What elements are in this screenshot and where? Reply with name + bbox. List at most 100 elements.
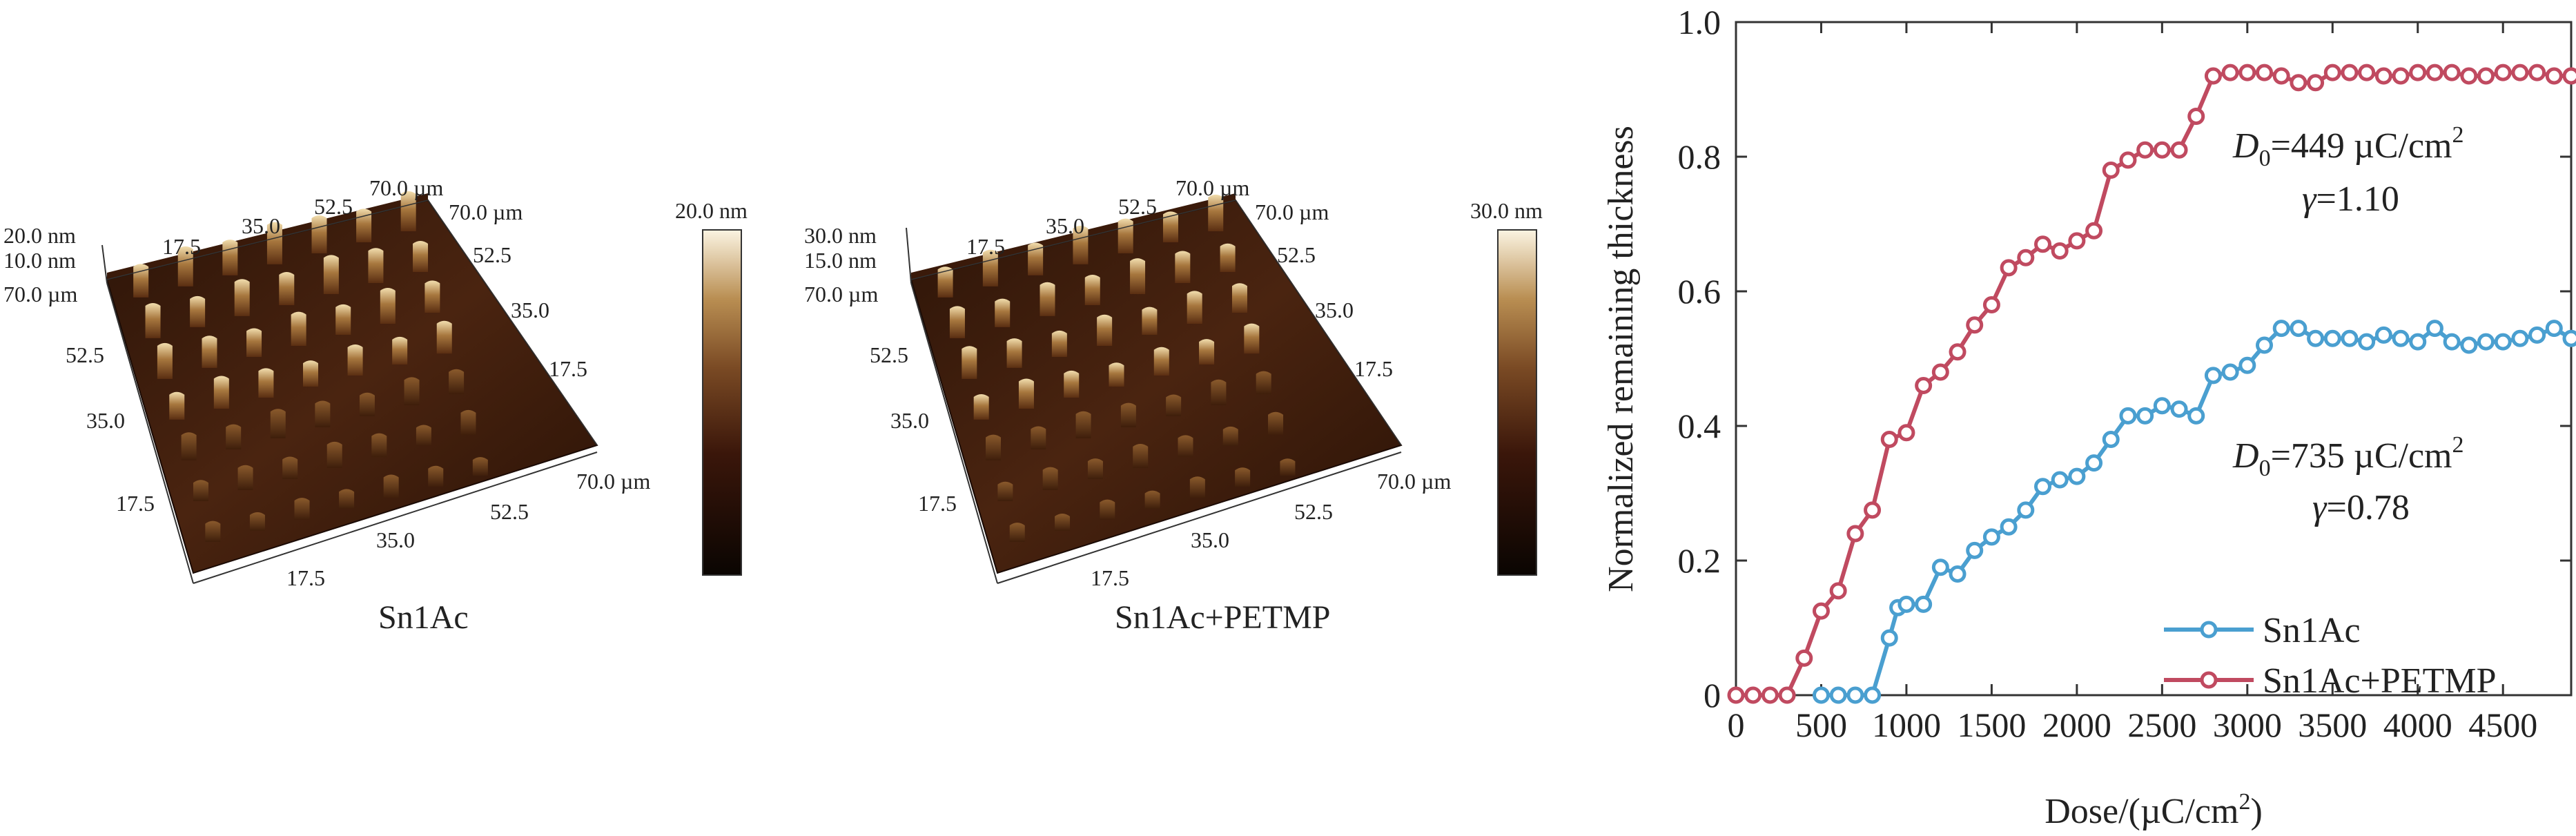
afm-pillar [1189,476,1205,498]
afm-pillar [193,480,208,501]
afm-pillar [380,288,396,324]
afm-z-mid-label: 10.0 nm [3,248,76,273]
data-point [2341,329,2359,347]
afm-x-tick: 17.5 [286,565,325,590]
afm-pillar [460,409,476,436]
data-point [2358,64,2376,81]
y-tick-label: 0.8 [1678,137,1721,176]
data-point [1864,501,1882,519]
afm-pillar [1166,394,1182,417]
afm-pillar [303,360,318,387]
afm-pillar [1042,467,1058,490]
afm-pillar [1120,402,1136,428]
afm-left-axis [106,282,194,584]
data-point [2545,320,2563,338]
series-line [1821,326,2573,697]
y-tick-label: 0.4 [1678,407,1721,445]
x-axis-label-end: ) [2250,792,2262,831]
afm-pillar [472,457,488,476]
data-point [2323,64,2341,81]
data-point [2051,471,2069,489]
afm-pillar [413,241,429,273]
dose-thickness-chart: 0 0.2 0.4 0.6 0.8 1.0 0 500 1000 1500 2000 2500 300… [1601,3,2576,831]
colorbar-max-label: 30.0 nm [1470,198,1543,223]
data-point [2221,363,2239,381]
afm-pillar [237,465,253,490]
y-tick-label: 1.0 [1678,3,1721,41]
x-tick-label: 500 [1795,706,1847,744]
data-point [1915,377,1933,394]
series-sn1ac-petmp [1727,64,2576,704]
afm-pillar [177,246,193,286]
afm-pillar [1187,291,1202,324]
x-tick-label: 1000 [1872,706,1941,744]
afm-pillar [1222,426,1238,447]
afm-y-tick: 35.0 [890,408,929,433]
data-point [2238,64,2256,81]
afm-pillar [1118,218,1133,253]
data-point [1744,686,1762,704]
afm-caption: Sn1Ac+PETMP [1115,599,1330,636]
legend: Sn1Ac Sn1Ac+PETMP [2164,611,2496,701]
d0-value: =449 µC/cm [2271,126,2452,166]
legend-label-petmp: Sn1Ac+PETMP [2263,661,2496,701]
data-point [2102,431,2120,448]
afm-pillar [1051,330,1067,357]
afm-pillar [347,344,363,376]
afm-z-top-label: 30.0 nm [804,223,877,248]
afm-bottom-axis [997,451,1402,584]
afm-pillar [449,369,465,395]
afm-pillars [133,191,488,542]
data-point [2085,222,2103,240]
x-tick-label: 0 [1728,706,1745,744]
gamma-value: =0.78 [2327,488,2410,527]
afm-pillar [371,433,387,458]
afm-pillar [145,303,161,338]
data-point [2307,74,2325,92]
afm-right-axis [1235,200,1402,446]
afm-pillar [404,377,420,406]
data-point [1966,541,1984,559]
afm-pillar [205,521,221,542]
afm-pillar [266,222,282,264]
y-axis-ticks: 0 0.2 0.4 0.6 0.8 1.0 [1678,3,2571,715]
colorbar-max-label: 20.0 nm [675,198,748,223]
data-point [2085,454,2103,472]
data-point [2562,329,2576,347]
data-point [2051,242,2069,260]
afm-x-end-label: 70.0 µm [576,469,650,494]
data-point [2272,320,2290,338]
afm-pillar [326,441,342,469]
data-point [2000,518,2018,536]
d0-symbol: D [2232,436,2259,476]
afm-pillar [311,215,327,253]
afm-pillar [1280,458,1296,476]
data-point [1982,528,2000,546]
afm-top-axis [106,200,429,280]
afm-top-tick: 52.5 [1118,194,1157,219]
x-tick-label: 3000 [2213,706,2282,744]
data-point [2323,329,2341,347]
x-tick-label: 3500 [2298,706,2367,744]
afm-caption: Sn1Ac [378,599,469,636]
afm-pillar [1109,362,1124,387]
afm-pillar [949,306,965,338]
afm-pillar [294,498,310,521]
data-point [2187,407,2205,425]
afm-pillar [181,432,197,460]
data-point [2374,326,2392,344]
afm-top-tick: 17.5 [966,234,1005,259]
afm-pillar [428,465,444,487]
afm-bottom-axis [193,451,598,584]
data-point [1727,686,1745,704]
plot-frame [1735,21,2573,697]
annotation-d0-sn1ac: D0=735 µC/cm2 [2232,432,2464,481]
afm-pillar [1130,258,1146,294]
afm-pillar [400,191,416,231]
data-point [1761,686,1779,704]
afm-pillar [995,298,1011,327]
afm-pillar [323,255,339,294]
data-point [2170,400,2188,418]
series-sn1ac [1812,320,2576,704]
afm-pillar [1040,282,1055,316]
